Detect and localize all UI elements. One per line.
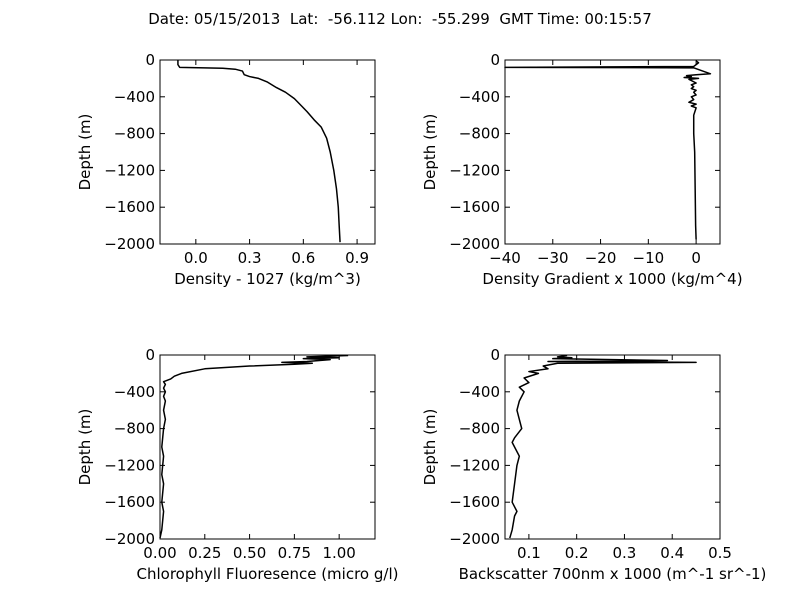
series-line [159, 354, 349, 539]
y-tick-label: −1600 [449, 493, 500, 511]
y-tick-label: −800 [459, 125, 500, 143]
y-tick-label: −2000 [449, 530, 500, 548]
panel-4: 0.1 0.2 0.3 0.4 0.5 0 −400 −800 −1200 −1600 −2000 B… [421, 346, 766, 583]
plot-frame [504, 354, 721, 540]
x-tick-label: 0.5 [708, 544, 732, 562]
plot-frame [504, 59, 721, 245]
panel-3: 0.00 0.25 0.50 0.75 1.00 0 −400 −800 −1200 −1600 −… [76, 346, 398, 583]
x-tick-label: 0.50 [233, 544, 266, 562]
x-tick-label: 0.3 [238, 249, 262, 267]
plot-frame [159, 59, 376, 245]
x-tick-label: 0.0 [184, 249, 208, 267]
y-axis-label: Depth (m) [421, 114, 439, 191]
x-tick-label: −20 [585, 249, 617, 267]
x-tick-label: −40 [489, 249, 521, 267]
y-axis-label: Depth (m) [421, 409, 439, 486]
y-tick-label: −400 [114, 383, 155, 401]
y-tick-label: −1200 [104, 161, 155, 179]
x-tick-label: 0.25 [188, 544, 221, 562]
x-tick-label: 0.00 [143, 544, 176, 562]
x-axis-label: Chlorophyll Fluoresence (micro g/l) [137, 565, 399, 583]
plot-frame [159, 354, 376, 540]
y-tick-label: −2000 [449, 235, 500, 253]
x-tick-label: −30 [537, 249, 569, 267]
y-tick-label: −1600 [104, 493, 155, 511]
y-tick-label: −1200 [104, 456, 155, 474]
y-tick-label: −2000 [104, 235, 155, 253]
y-tick-label: −2000 [104, 530, 155, 548]
panel-1: 0.0 0.3 0.6 0.9 0 −400 −800 −1200 −1600 −2000 Dens… [76, 51, 376, 288]
y-tick-label: −1200 [449, 456, 500, 474]
x-tick-label: 0.4 [660, 544, 684, 562]
y-tick-label: 0 [490, 51, 500, 69]
y-tick-label: 0 [145, 346, 155, 364]
y-axis-label: Depth (m) [76, 114, 94, 191]
x-tick-label: 0.2 [565, 544, 589, 562]
y-axis-label: Depth (m) [76, 409, 94, 486]
x-tick-label: 0.3 [613, 544, 637, 562]
y-tick-label: −1600 [104, 198, 155, 216]
y-tick-label: −1600 [449, 198, 500, 216]
figure-title: Date: 05/15/2013 Lat: -56.112 Lon: -55.2… [148, 10, 652, 28]
y-tick-label: 0 [145, 51, 155, 69]
x-tick-label: 0.9 [345, 249, 369, 267]
x-tick-label: −10 [633, 249, 665, 267]
y-tick-label: −800 [114, 125, 155, 143]
y-tick-label: −800 [459, 420, 500, 438]
panel-2: −40 −30 −20 −10 0 0 −400 −800 −1200 −1600 −2000 Den… [421, 51, 743, 288]
y-tick-label: 0 [490, 346, 500, 364]
x-tick-label: 0.75 [278, 544, 311, 562]
x-axis-label: Backscatter 700nm x 1000 (m^-1 sr^-1) [459, 565, 767, 583]
y-tick-label: −800 [114, 420, 155, 438]
series-line [509, 354, 697, 539]
x-tick-label: 0 [691, 249, 701, 267]
y-tick-label: −400 [459, 88, 500, 106]
x-tick-label: 1.00 [322, 544, 355, 562]
x-tick-label: 0.6 [291, 249, 315, 267]
y-tick-label: −1200 [449, 161, 500, 179]
y-tick-label: −400 [459, 383, 500, 401]
series-line [177, 60, 341, 243]
y-tick-label: −400 [114, 88, 155, 106]
series-line [504, 60, 712, 240]
x-tick-label: 0.1 [517, 544, 541, 562]
x-axis-label: Density - 1027 (kg/m^3) [174, 270, 361, 288]
x-axis-label: Density Gradient x 1000 (kg/m^4) [482, 270, 742, 288]
